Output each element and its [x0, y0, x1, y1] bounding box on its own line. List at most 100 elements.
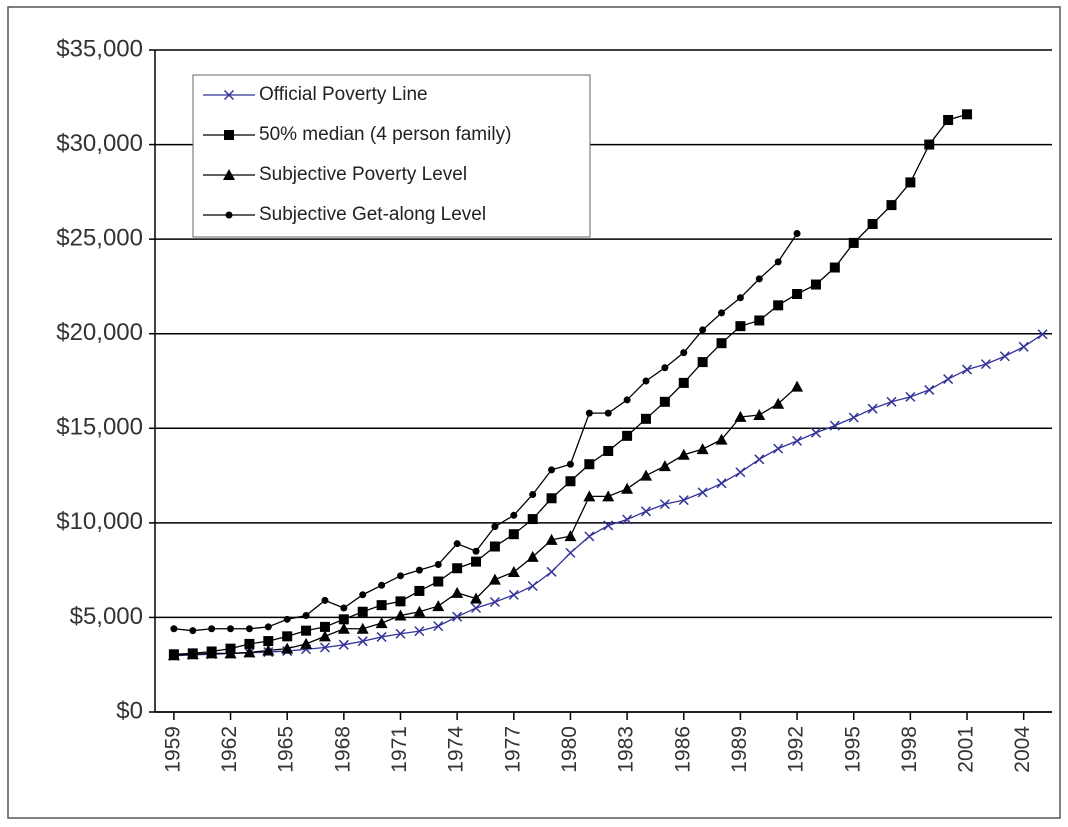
marker: [300, 637, 313, 649]
x-tick-label: 1974: [445, 726, 468, 773]
marker: [395, 596, 406, 607]
marker: [356, 622, 369, 634]
x-tick-label: 1989: [728, 726, 751, 773]
marker: [699, 326, 707, 334]
marker: [186, 648, 199, 660]
legend-box: [192, 74, 591, 238]
marker: [677, 448, 690, 460]
marker: [566, 460, 574, 468]
x-tick-label: 1959: [161, 726, 184, 773]
marker: [414, 626, 425, 637]
marker: [943, 114, 954, 125]
marker: [396, 572, 404, 580]
marker: [263, 636, 274, 647]
series-line: [173, 386, 798, 656]
marker: [319, 642, 330, 653]
marker: [810, 427, 821, 438]
marker: [167, 649, 180, 661]
marker: [375, 617, 388, 629]
marker: [640, 413, 651, 424]
marker: [225, 211, 233, 219]
marker: [264, 623, 272, 631]
legend-label: 50% median (4 person family): [259, 124, 511, 145]
marker: [623, 396, 631, 404]
marker: [943, 374, 954, 385]
marker: [359, 591, 367, 599]
marker: [453, 540, 461, 548]
marker: [208, 625, 216, 633]
marker: [735, 321, 746, 332]
marker: [338, 614, 349, 625]
marker: [338, 639, 349, 650]
marker: [753, 409, 766, 421]
marker: [376, 600, 387, 611]
marker: [283, 615, 291, 623]
marker: [301, 625, 312, 636]
marker: [659, 499, 670, 510]
marker: [189, 627, 197, 635]
marker: [697, 357, 708, 368]
marker: [452, 563, 463, 574]
marker: [415, 566, 423, 574]
marker: [527, 514, 538, 525]
marker: [414, 585, 425, 596]
marker: [867, 403, 878, 414]
marker: [471, 602, 482, 614]
marker: [642, 377, 650, 385]
marker: [378, 581, 386, 589]
y-tick-label: $15,000: [56, 414, 143, 441]
marker: [962, 109, 973, 120]
marker: [603, 520, 614, 531]
marker: [470, 592, 483, 604]
marker: [340, 604, 348, 612]
x-tick-label: 2004: [1011, 726, 1034, 773]
marker: [602, 490, 615, 502]
marker: [583, 490, 596, 502]
marker: [223, 169, 235, 180]
marker: [678, 495, 689, 506]
legend-label: Subjective Get-along Level: [259, 204, 486, 225]
x-tick-label: 1965: [275, 726, 298, 773]
marker: [244, 638, 255, 649]
y-tick-label: $10,000: [56, 508, 143, 535]
marker: [227, 625, 235, 633]
marker: [337, 622, 350, 634]
marker: [622, 430, 633, 441]
marker: [678, 377, 689, 388]
marker: [245, 625, 253, 633]
series-line: [173, 233, 798, 632]
marker: [527, 580, 538, 592]
y-tick-label: $20,000: [56, 319, 143, 346]
marker: [472, 547, 480, 555]
marker: [548, 466, 556, 474]
marker: [565, 547, 576, 558]
marker: [829, 262, 840, 273]
marker: [584, 531, 595, 542]
marker: [791, 380, 804, 392]
marker: [507, 566, 520, 578]
marker: [321, 596, 329, 604]
marker: [716, 338, 727, 349]
marker: [394, 609, 407, 621]
marker: [1018, 341, 1029, 352]
marker: [585, 409, 593, 417]
marker: [622, 514, 633, 525]
marker: [451, 586, 464, 598]
marker: [924, 139, 935, 150]
x-tick-label: 1977: [501, 726, 524, 773]
y-tick-label: $35,000: [56, 35, 143, 62]
marker: [170, 625, 178, 633]
marker: [223, 89, 235, 101]
marker: [905, 391, 916, 402]
marker: [243, 646, 256, 658]
marker: [755, 275, 763, 283]
marker: [545, 533, 558, 545]
marker: [452, 611, 463, 622]
marker: [793, 229, 801, 237]
marker: [718, 309, 726, 317]
marker: [489, 541, 500, 552]
marker: [886, 200, 897, 211]
x-tick-label: 1998: [898, 726, 921, 773]
marker: [395, 628, 406, 639]
